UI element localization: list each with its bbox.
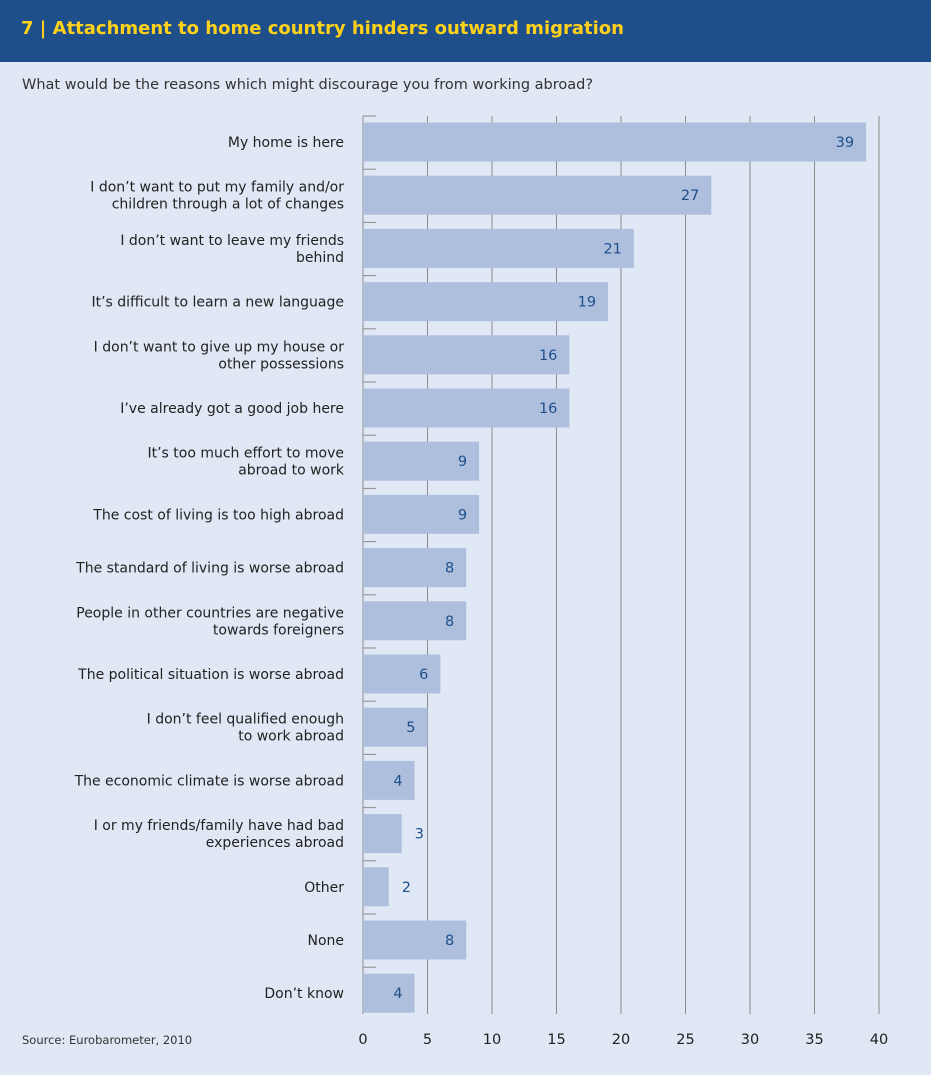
bar: [363, 441, 480, 481]
category-label-line: It’s difficult to learn a new language: [91, 295, 344, 311]
category-label-line: I don’t want to give up my house or: [94, 339, 345, 355]
bar: [363, 282, 609, 322]
bar: [363, 122, 867, 162]
x-tick-label: 20: [612, 1032, 630, 1048]
category-label-line: The cost of living is too high abroad: [92, 507, 344, 523]
bar: [363, 335, 570, 375]
category-label: It’s too much effort to move abroad to wo…: [147, 446, 344, 479]
value-label: 9: [458, 454, 467, 470]
value-label: 27: [681, 188, 699, 204]
value-label: 16: [539, 401, 557, 417]
category-label: I don’t want to give up my house or other…: [94, 339, 345, 372]
category-label: Other: [304, 880, 344, 896]
category-label-line: to work abroad: [238, 729, 344, 745]
category-label: The cost of living is too high abroad: [92, 507, 344, 523]
bar: [363, 175, 712, 215]
value-label: 4: [393, 773, 402, 789]
value-label: 8: [445, 561, 454, 577]
value-label: 5: [406, 720, 415, 736]
x-tick-label: 25: [676, 1032, 694, 1048]
bar: [363, 760, 415, 800]
category-label-line: I’ve already got a good job here: [120, 401, 344, 417]
bar: [363, 867, 389, 907]
category-label-line: towards foreigners: [213, 622, 344, 638]
value-label: 16: [539, 348, 557, 364]
category-label: My home is here: [228, 135, 344, 151]
category-label: I or my friends/family have had bad exper…: [94, 818, 344, 851]
category-label: I don’t want to put my family and/or chil…: [90, 180, 344, 213]
bar: [363, 654, 441, 694]
category-label: Don’t know: [264, 986, 344, 1002]
category-label-line: experiences abroad: [206, 835, 344, 851]
x-tick-label: 15: [547, 1032, 565, 1048]
value-label: 19: [578, 295, 596, 311]
category-label-line: Don’t know: [264, 986, 344, 1002]
value-label: 2: [402, 880, 411, 896]
value-label: 3: [415, 827, 424, 843]
category-label-line: The standard of living is worse abroad: [75, 561, 344, 577]
x-tick-label: 40: [870, 1032, 888, 1048]
value-label: 39: [836, 135, 854, 151]
bar: [363, 601, 467, 641]
chart-title: 7 | Attachment to home country hinders o…: [21, 18, 624, 39]
x-tick-label: 0: [358, 1032, 367, 1048]
category-label-line: My home is here: [228, 135, 344, 151]
category-label: I’ve already got a good job here: [120, 401, 344, 417]
category-label: People in other countries are negative to…: [76, 605, 344, 638]
category-label: The economic climate is worse abroad: [74, 773, 344, 789]
category-label-line: The economic climate is worse abroad: [74, 773, 344, 789]
category-label: I don’t want to leave my friends behind: [120, 233, 344, 266]
category-label: It’s difficult to learn a new language: [91, 295, 344, 311]
x-tick-label: 30: [741, 1032, 759, 1048]
category-label-line: abroad to work: [238, 463, 345, 479]
bar: [363, 388, 570, 428]
value-label: 9: [458, 507, 467, 523]
source-note: Source: Eurobarometer, 2010: [22, 1033, 193, 1047]
category-label-line: I don’t want to leave my friends: [120, 233, 344, 249]
category-label: The political situation is worse abroad: [77, 667, 344, 683]
category-label-line: Other: [304, 880, 344, 896]
bar: [363, 920, 467, 960]
chart-question: What would be the reasons which might di…: [22, 77, 594, 93]
value-label: 21: [603, 241, 621, 257]
bar: [363, 707, 428, 747]
x-tick-label: 35: [805, 1032, 823, 1048]
category-label-line: It’s too much effort to move: [147, 446, 344, 462]
bar: [363, 548, 467, 588]
value-label: 8: [445, 933, 454, 949]
x-tick-label: 5: [423, 1032, 432, 1048]
bar: [363, 814, 402, 854]
category-label-line: People in other countries are negative: [76, 605, 344, 621]
category-label-line: other possessions: [218, 356, 344, 372]
category-label-line: None: [307, 933, 344, 949]
x-tick-label: 10: [483, 1032, 501, 1048]
value-label: 6: [419, 667, 428, 683]
value-label: 4: [393, 986, 402, 1002]
bar: [363, 494, 480, 534]
bar: [363, 973, 415, 1013]
category-label-line: children through a lot of changes: [112, 197, 344, 213]
category-label-line: I don’t want to put my family and/or: [90, 180, 344, 196]
category-label: None: [307, 933, 344, 949]
category-label-line: behind: [296, 250, 344, 266]
chart-header: 7 | Attachment to home country hinders o…: [0, 0, 931, 62]
category-label-line: I don’t feel qualified enough: [147, 712, 344, 728]
category-label: I don’t feel qualified enough to work abr…: [147, 712, 344, 745]
category-label-line: The political situation is worse abroad: [77, 667, 344, 683]
category-label-line: I or my friends/family have had bad: [94, 818, 344, 834]
category-label: The standard of living is worse abroad: [75, 561, 344, 577]
value-label: 8: [445, 614, 454, 630]
bar: [363, 228, 634, 268]
